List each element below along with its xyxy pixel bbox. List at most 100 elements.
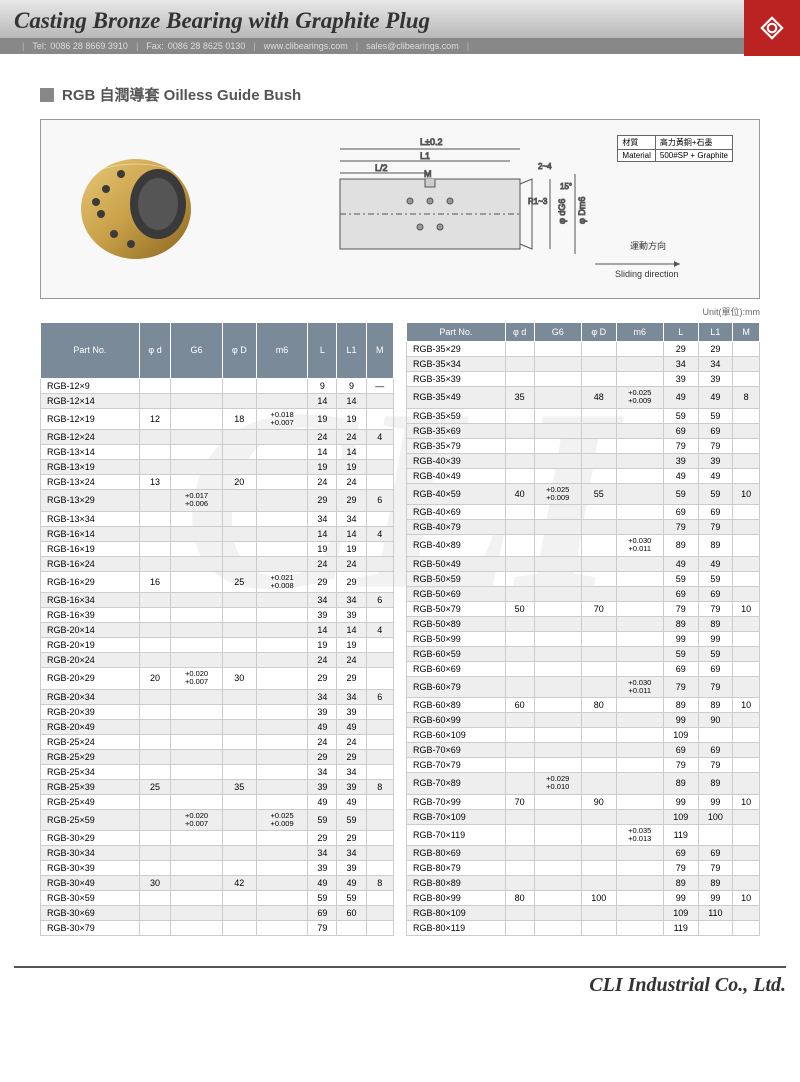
cell bbox=[534, 571, 581, 586]
cell bbox=[505, 535, 534, 557]
cell bbox=[256, 689, 308, 704]
part-no: RGB-13×14 bbox=[41, 445, 140, 460]
cell: 34 bbox=[308, 511, 337, 526]
cell bbox=[505, 438, 534, 453]
website-value: www.clibearings.com bbox=[264, 41, 348, 51]
cell bbox=[534, 876, 581, 891]
part-no: RGB-25×49 bbox=[41, 794, 140, 809]
cell: 19 bbox=[337, 460, 366, 475]
cell: 19 bbox=[337, 638, 366, 653]
cell: 24 bbox=[337, 734, 366, 749]
cell bbox=[505, 646, 534, 661]
part-no: RGB-40×89 bbox=[407, 535, 506, 557]
cell: +0.020+0.007 bbox=[171, 809, 223, 831]
cell bbox=[616, 586, 663, 601]
cell bbox=[366, 475, 393, 490]
cell bbox=[366, 556, 393, 571]
table-row: RGB-40×39 39 39 bbox=[407, 453, 760, 468]
cell bbox=[139, 541, 170, 556]
part-no: RGB-35×59 bbox=[407, 408, 506, 423]
cell bbox=[505, 876, 534, 891]
cell bbox=[505, 571, 534, 586]
cell bbox=[366, 653, 393, 668]
cell: 24 bbox=[337, 556, 366, 571]
cell: 48 bbox=[581, 387, 616, 409]
cell bbox=[171, 541, 223, 556]
cell bbox=[733, 372, 760, 387]
email-value: sales@clibearings.com bbox=[366, 41, 459, 51]
table-row: RGB-60×79 +0.030+0.011 79 79 bbox=[407, 676, 760, 698]
cell: 14 bbox=[308, 393, 337, 408]
cell bbox=[616, 794, 663, 809]
part-no: RGB-60×109 bbox=[407, 728, 506, 743]
cell bbox=[256, 719, 308, 734]
table-row: RGB-25×59 +0.020+0.007 +0.025+0.009 59 5… bbox=[41, 809, 394, 831]
page-header: Casting Bronze Bearing with Graphite Plu… bbox=[0, 0, 800, 38]
cell bbox=[534, 809, 581, 824]
cell bbox=[534, 535, 581, 557]
cell bbox=[171, 891, 223, 906]
cell: 99 bbox=[698, 794, 733, 809]
cell bbox=[505, 586, 534, 601]
cell bbox=[581, 372, 616, 387]
cell bbox=[733, 571, 760, 586]
cell: 39 bbox=[308, 779, 337, 794]
table-row: RGB-20×14 14 14 4 bbox=[41, 623, 394, 638]
header-contact-bar: | Tel: 0086 28 8669 3910 | Fax: 0086 28 … bbox=[0, 38, 800, 54]
cell bbox=[616, 571, 663, 586]
cell: 49 bbox=[698, 387, 733, 409]
cell: 6 bbox=[366, 593, 393, 608]
cell: 29 bbox=[308, 490, 337, 512]
table-row: RGB-13×29 +0.017+0.006 29 29 6 bbox=[41, 490, 394, 512]
cell: 79 bbox=[663, 861, 698, 876]
cell: 24 bbox=[308, 556, 337, 571]
table-row: RGB-16×19 19 19 bbox=[41, 541, 394, 556]
cell bbox=[733, 357, 760, 372]
dim-l: L±0.2 bbox=[420, 137, 442, 147]
cell bbox=[222, 526, 256, 541]
cell: 14 bbox=[308, 445, 337, 460]
cell bbox=[505, 906, 534, 921]
cell bbox=[256, 921, 308, 936]
cell bbox=[733, 453, 760, 468]
cell bbox=[256, 653, 308, 668]
table-row: RGB-80×69 69 69 bbox=[407, 846, 760, 861]
part-no: RGB-30×69 bbox=[41, 906, 140, 921]
part-no: RGB-35×49 bbox=[407, 387, 506, 409]
dim-dg6: φ dG6 bbox=[557, 199, 567, 224]
cell bbox=[733, 408, 760, 423]
cell bbox=[534, 387, 581, 409]
cell: 79 bbox=[698, 861, 733, 876]
cell bbox=[733, 921, 760, 936]
cell bbox=[616, 357, 663, 372]
cell: 79 bbox=[698, 676, 733, 698]
cell bbox=[534, 861, 581, 876]
cell: +0.017+0.006 bbox=[171, 490, 223, 512]
col-header: φ d bbox=[139, 323, 170, 379]
cell: 30 bbox=[222, 668, 256, 690]
cell bbox=[256, 846, 308, 861]
cell bbox=[616, 758, 663, 773]
col-header: Part No. bbox=[41, 323, 140, 379]
cell bbox=[505, 824, 534, 846]
table-row: RGB-20×34 34 34 6 bbox=[41, 689, 394, 704]
cell bbox=[222, 809, 256, 831]
table-row: RGB-70×69 69 69 bbox=[407, 743, 760, 758]
table-row: RGB-35×29 29 29 bbox=[407, 342, 760, 357]
cell bbox=[616, 743, 663, 758]
cell: +0.035+0.013 bbox=[616, 824, 663, 846]
cell: 49 bbox=[663, 387, 698, 409]
cell bbox=[733, 520, 760, 535]
cell: 89 bbox=[663, 616, 698, 631]
table-row: RGB-50×99 99 99 bbox=[407, 631, 760, 646]
cell: 49 bbox=[663, 556, 698, 571]
cell bbox=[616, 891, 663, 906]
part-no: RGB-50×69 bbox=[407, 586, 506, 601]
col-header: Part No. bbox=[407, 323, 506, 342]
cell bbox=[581, 713, 616, 728]
cell: 90 bbox=[698, 713, 733, 728]
part-no: RGB-16×24 bbox=[41, 556, 140, 571]
cell: 60 bbox=[505, 698, 534, 713]
cell: 29 bbox=[337, 571, 366, 593]
cell bbox=[733, 586, 760, 601]
